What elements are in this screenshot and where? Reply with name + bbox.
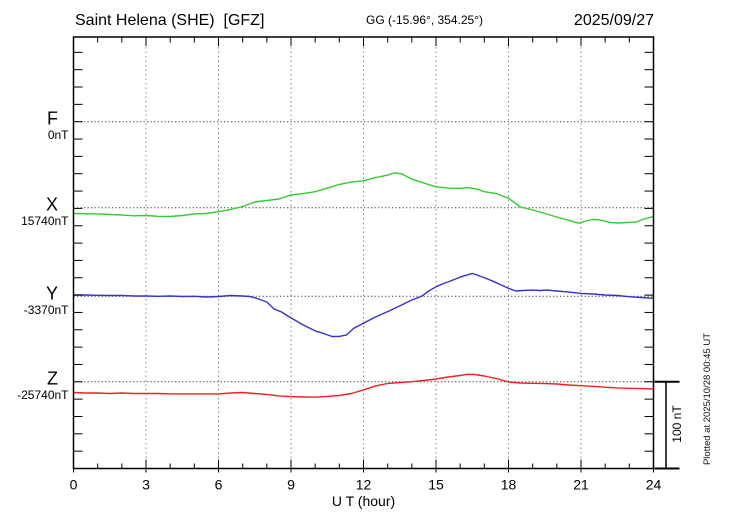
trace-layer <box>72 172 655 398</box>
scale-bar-label: 100 nT <box>670 405 684 443</box>
x-tick-label: 18 <box>501 477 517 493</box>
geographic-coordinates: GG (-15.96°, 354.25°) <box>366 13 483 27</box>
x-tick-label: 6 <box>215 477 223 493</box>
x-tick-label: 12 <box>356 477 372 493</box>
plot-timestamp: Plotted at 2025/10/28 00:45 UT <box>702 333 713 465</box>
x-tick-label: 3 <box>142 477 150 493</box>
x-tick-label: 0 <box>70 477 78 493</box>
component-value-Z: -25740nT <box>17 388 69 402</box>
component-label-Z: Z <box>47 369 58 389</box>
x-tick-label: 9 <box>287 477 295 493</box>
trace-z <box>72 373 655 398</box>
station-title: Saint Helena (SHE) [GFZ] <box>75 12 264 29</box>
trace-y <box>72 272 655 338</box>
component-label-F: F <box>47 109 58 129</box>
x-tick-label: 24 <box>646 477 662 493</box>
component-value-X: 15740nT <box>21 214 69 228</box>
x-tick-label: 15 <box>428 477 444 493</box>
scale-bar: 100 nT <box>654 380 684 470</box>
trace-x <box>72 172 655 224</box>
x-tick-label: 21 <box>573 477 589 493</box>
tick-layer <box>73 37 654 473</box>
component-label-X: X <box>46 195 58 215</box>
grid-layer <box>73 38 654 468</box>
component-value-Y: -3370nT <box>24 303 69 317</box>
plot-date: 2025/09/27 <box>574 12 654 29</box>
x-tick-labels: 0 3 6 9 12 15 18 21 24 <box>70 477 662 493</box>
x-axis-label: U T (hour) <box>332 493 395 509</box>
component-label-Y: Y <box>46 283 58 303</box>
component-value-F: 0nT <box>48 128 69 142</box>
